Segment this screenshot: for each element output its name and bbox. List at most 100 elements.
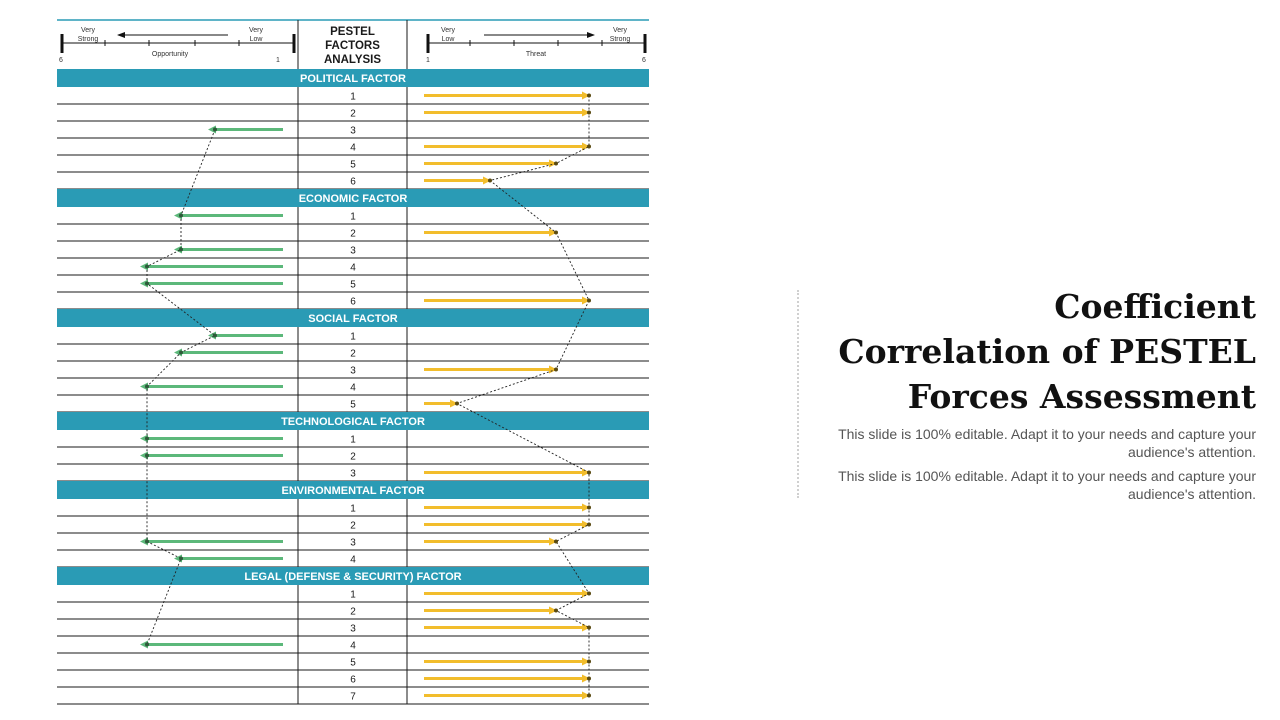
pestel-analysis-title: FACTORS [325,40,380,52]
row-number: 7 [350,692,356,703]
row-number: 4 [350,263,356,274]
row-number: 3 [350,126,356,137]
row-number: 3 [350,469,356,480]
pestel-diagram: Very Strong Very Low Opportunity 6 1 PESTEL FACT… [57,19,649,705]
threat-point [554,230,558,235]
pestel-analysis-title: ANALYSIS [324,54,381,66]
vertical-dotted-divider [797,290,799,498]
section-band [57,567,649,585]
row-number: 2 [350,109,356,120]
threat-caption: Threat [526,51,546,58]
scale-max-label: 1 [276,57,280,64]
row-number: 2 [350,607,356,618]
threat-point [587,298,591,303]
threat-point [554,608,558,613]
opportunity-point [179,350,183,355]
very-strong-label: Strong [78,36,99,43]
threat-point [587,470,591,475]
threat-point [587,659,591,664]
threat-point [587,676,591,681]
description-text: This slide is 100% editable. Adapt it to… [838,468,1256,502]
row-number: 5 [350,160,356,171]
threat-point [587,110,591,115]
row-number: 3 [350,366,356,377]
section-band [57,69,649,87]
opportunity-point [213,127,217,132]
section-title: ECONOMIC FACTOR [299,193,408,205]
row-number: 5 [350,400,356,411]
title-line: Coefficient [1054,287,1256,326]
row-number: 2 [350,229,356,240]
row-number: 4 [350,383,356,394]
section-band [57,481,649,499]
opportunity-point [179,213,183,218]
opportunity-point [179,247,183,252]
very-low-label: Very [249,27,264,34]
row-number: 4 [350,143,356,154]
very-strong-label: Strong [610,36,631,43]
threat-point [587,144,591,149]
threat-point [587,591,591,596]
row-number: 1 [350,504,356,515]
section-title: LEGAL (DEFENSE & SECURITY) FACTOR [244,571,461,583]
very-strong-label: Very [81,27,96,34]
opportunity-point [145,539,149,544]
section-band [57,189,649,207]
slide-title: Coefficient Correlation of PESTEL Forces… [836,284,1256,419]
scale-max-label: 6 [642,57,646,64]
scale-min-label: 1 [426,57,430,64]
description-text: This slide is 100% editable. Adapt it to… [838,426,1256,460]
row-number: 1 [350,590,356,601]
section-title: POLITICAL FACTOR [300,73,406,85]
row-number: 1 [350,92,356,103]
threat-point [587,505,591,510]
row-number: 6 [350,297,356,308]
threat-point [587,625,591,630]
row-number: 3 [350,246,356,257]
opportunity-point [145,436,149,441]
threat-point [587,693,591,698]
row-number: 2 [350,349,356,360]
row-number: 1 [350,435,356,446]
opportunity-point [145,264,149,269]
row-number: 5 [350,280,356,291]
row-number: 2 [350,521,356,532]
very-low-label: Very [441,27,456,34]
pestel-analysis-title: PESTEL [330,26,375,38]
very-low-label: Low [250,36,264,43]
threat-point [554,161,558,166]
row-number: 3 [350,538,356,549]
row-number: 2 [350,452,356,463]
title-line: Forces Assessment [907,377,1256,416]
title-line: Correlation of PESTEL [838,332,1256,371]
threat-point [554,539,558,544]
threat-point [587,93,591,98]
threat-point [554,367,558,372]
opportunity-point [179,556,183,561]
section-band [57,412,649,430]
section-band [57,309,649,327]
threat-point [488,178,492,183]
row-number: 6 [350,177,356,188]
section-title: SOCIAL FACTOR [308,313,397,325]
scale-min-label: 6 [59,57,63,64]
very-strong-label: Very [613,27,628,34]
very-low-label: Low [442,36,456,43]
threat-point [587,522,591,527]
threat-point [455,401,459,406]
opportunity-point [145,384,149,389]
row-number: 4 [350,641,356,652]
opportunity-caption: Opportunity [152,51,189,58]
section-title: TECHNOLOGICAL FACTOR [281,416,425,428]
row-number: 6 [350,675,356,686]
row-number: 5 [350,658,356,669]
row-number: 1 [350,212,356,223]
opportunity-point [145,642,149,647]
row-number: 4 [350,555,356,566]
opportunity-point [145,281,149,286]
section-title: ENVIRONMENTAL FACTOR [281,485,424,497]
row-number: 1 [350,332,356,343]
opportunity-point [145,453,149,458]
opportunity-point [213,333,217,338]
row-number: 3 [350,624,356,635]
